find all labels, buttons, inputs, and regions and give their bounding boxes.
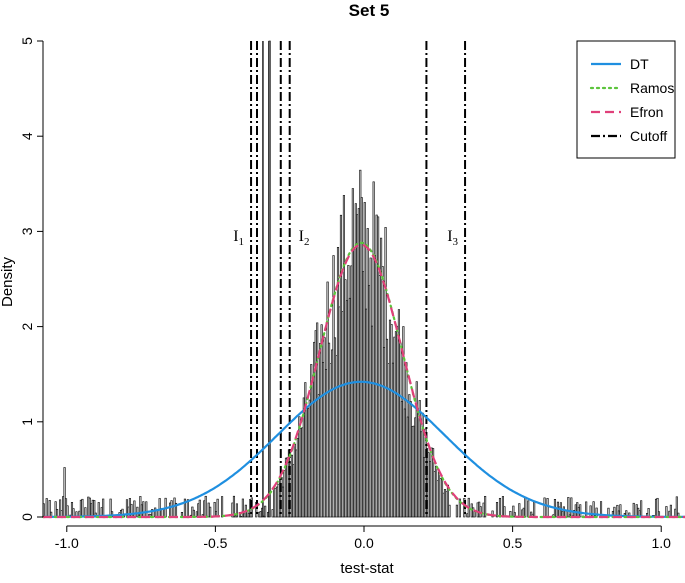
histogram-bar: [102, 498, 105, 518]
histogram-bar: [136, 506, 139, 518]
histogram-bar: [45, 498, 48, 518]
curve-dt: [43, 380, 685, 518]
x-tick-label: 0.0: [354, 535, 374, 551]
histogram-bar: [527, 500, 530, 518]
histogram-bar: [665, 506, 668, 518]
x-tick-label: 1.0: [651, 535, 671, 551]
histogram-bar: [518, 503, 521, 518]
histogram-bar: [595, 507, 598, 518]
histogram-bar: [455, 504, 458, 518]
histogram-bar: [448, 504, 451, 518]
histogram-bar: [579, 504, 582, 518]
density-curves: [41, 241, 685, 519]
x-axis-label: test-stat: [340, 560, 394, 577]
histogram-bar: [221, 496, 224, 518]
y-axis-label: Density: [0, 256, 16, 307]
histogram-bar: [484, 495, 487, 518]
chart-title: Set 5: [349, 1, 390, 20]
histogram-bar: [198, 499, 201, 518]
histogram-bar: [97, 502, 100, 518]
legend-label-dt: DT: [630, 56, 649, 72]
histogram-bar: [216, 498, 219, 518]
histogram-bar: [524, 497, 527, 518]
curve-efron: [43, 243, 685, 519]
histogram-bar: [66, 505, 69, 518]
histogram-bar: [498, 497, 502, 518]
legend-box: [576, 40, 676, 159]
histogram-bar: [145, 501, 148, 518]
histogram-bar: [264, 505, 267, 518]
legend-label-ramos: Ramos: [630, 80, 674, 96]
histogram-bar: [170, 500, 173, 518]
legend-label-cutoff: Cutoff: [630, 128, 667, 144]
interval-label: I1: [233, 228, 244, 248]
histogram-bar: [142, 501, 145, 518]
histogram-bar: [491, 510, 494, 518]
histogram-bar: [585, 501, 588, 518]
histogram-bar: [570, 497, 573, 518]
histogram-bar: [632, 502, 635, 518]
y-tick-label: 2: [19, 322, 35, 330]
histogram-bar: [458, 498, 461, 518]
histogram-bar: [241, 498, 244, 518]
x-tick-label: -1.0: [55, 535, 79, 551]
y-tick-label: 1: [19, 418, 35, 426]
interval-annotations: I1 I2 I3: [233, 228, 458, 248]
histogram-bar: [81, 498, 84, 518]
y-tick-label: 0: [19, 513, 35, 521]
interval-label: I2: [299, 228, 310, 248]
histogram-bar: [235, 503, 238, 518]
y-tick-label: 4: [19, 132, 35, 140]
histogram-bar: [209, 506, 212, 518]
y-tick-label: 3: [19, 227, 35, 235]
histogram-bar: [669, 504, 672, 518]
histogram-bar: [543, 497, 546, 518]
histogram-bar: [567, 497, 570, 518]
legend-label-efron: Efron: [630, 104, 663, 120]
histogram-bar: [513, 512, 516, 518]
x-tick-label: 0.5: [503, 535, 523, 551]
interval-label: I3: [447, 228, 458, 248]
histogram-bar: [232, 495, 236, 518]
histogram-bar: [546, 498, 549, 518]
x-tick-label: -0.5: [203, 535, 227, 551]
histogram-bar: [533, 501, 536, 518]
histogram-bar: [640, 500, 643, 518]
legend: DT Ramos Efron Cutoff: [576, 40, 676, 159]
y-tick-label: 5: [19, 37, 35, 45]
histogram-bar: [473, 511, 476, 518]
histogram-bar: [495, 502, 499, 518]
histogram-bar: [204, 495, 207, 518]
axes: 0 1 2 3 4 5 -1.0 -0.5 0.0 0.5 1.0: [19, 37, 671, 551]
